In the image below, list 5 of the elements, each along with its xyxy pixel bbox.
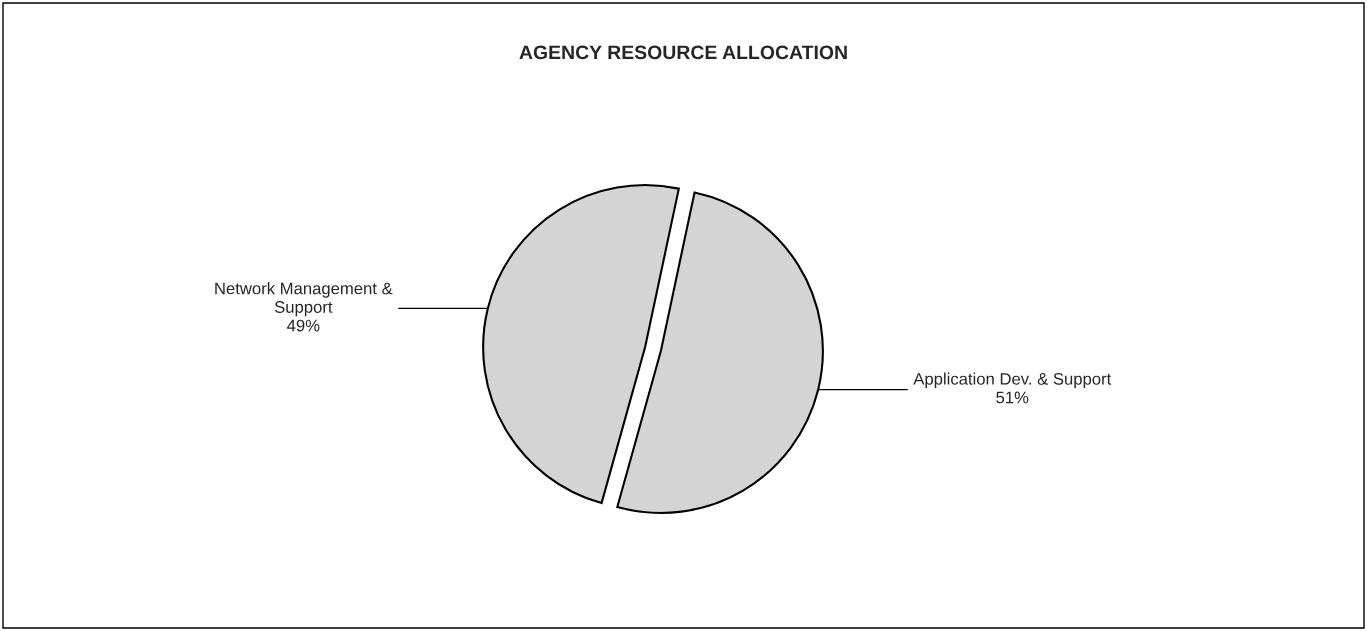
chart-title: AGENCY RESOURCE ALLOCATION	[519, 45, 847, 60]
data-label: 49%	[287, 319, 320, 332]
data-label: 51%	[996, 391, 1029, 404]
slice-label: Network Management & Support	[215, 282, 393, 317]
slice-label: Application Dev. & Support	[913, 372, 1112, 389]
